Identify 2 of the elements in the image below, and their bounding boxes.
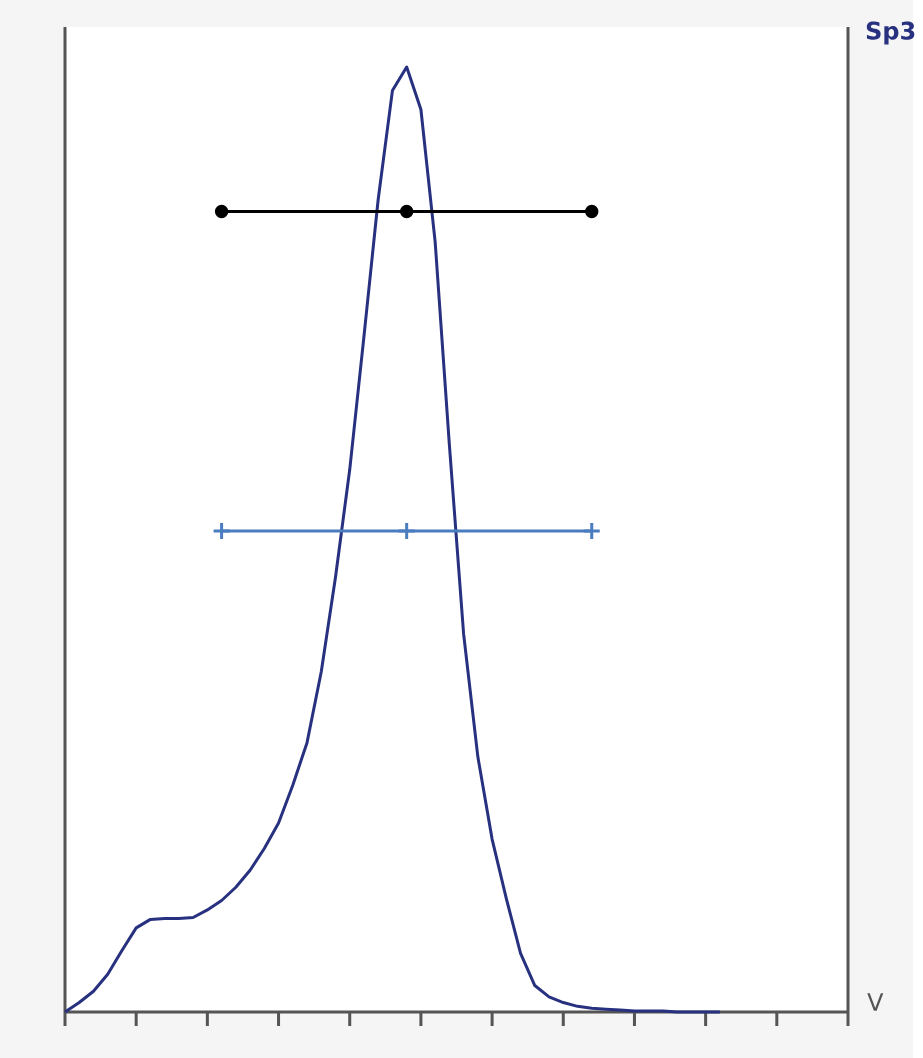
x-axis-title: V bbox=[867, 993, 884, 1011]
text: Sp3 bbox=[866, 21, 915, 45]
